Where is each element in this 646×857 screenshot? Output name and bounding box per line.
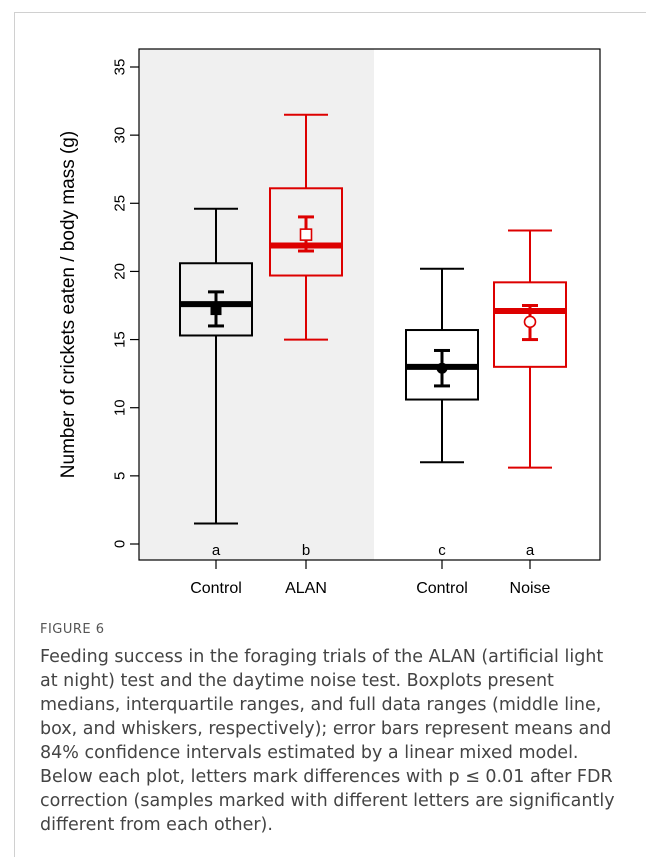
- plot-frame: [138, 48, 601, 561]
- y-tick-label: 35: [112, 59, 129, 76]
- mean-marker: [523, 315, 537, 329]
- significance-letter: a: [212, 542, 221, 559]
- box-group-noise-4: a: [493, 229, 567, 559]
- iqr-box: [269, 187, 343, 277]
- significance-letter: a: [526, 542, 535, 559]
- y-tick-label: 15: [112, 331, 129, 348]
- y-axis-label: Number of crickets eaten / body mass (g): [58, 131, 79, 478]
- y-tick-label: 5: [112, 472, 129, 480]
- iqr-box: [179, 262, 253, 337]
- y-tick-label: 10: [112, 399, 129, 416]
- figure-caption: Feeding success in the foraging trials o…: [40, 647, 615, 835]
- box-group-alan-2: b: [269, 113, 343, 559]
- significance-letter: b: [302, 542, 310, 559]
- box-group-control-1: a: [179, 207, 253, 559]
- axes-group: 0 5 10 15 20 25 30 35 Control ALAN Control Noise: [112, 48, 601, 597]
- x-tick-label: ALAN: [285, 580, 327, 597]
- y-tick-label: 0: [112, 540, 129, 548]
- x-tick-label: Control: [190, 580, 242, 597]
- mean-marker: [210, 304, 222, 316]
- y-tick-label: 20: [112, 263, 129, 280]
- mean-marker: [436, 362, 448, 374]
- top-divider: [14, 12, 646, 13]
- y-tick-label: 30: [112, 127, 129, 144]
- figure-label: FIGURE 6: [40, 622, 105, 637]
- iqr-box: [493, 281, 567, 368]
- box-group-control-3: c: [405, 267, 479, 559]
- boxplot-chart: 0 5 10 15 20 25 30 35 Control ALAN Control Noise a b…: [58, 48, 601, 597]
- shaded-alan-panel: [139, 49, 374, 560]
- x-tick-label: Control: [416, 580, 468, 597]
- left-divider: [14, 12, 15, 857]
- y-tick-label: 25: [112, 195, 129, 212]
- mean-marker: [299, 228, 313, 241]
- x-tick-label: Noise: [510, 580, 551, 597]
- significance-letter: c: [438, 542, 446, 559]
